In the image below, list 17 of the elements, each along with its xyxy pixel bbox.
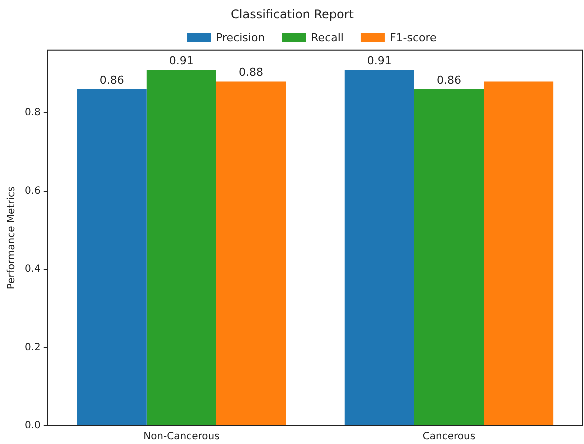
chart-title: Classification Report: [231, 7, 354, 22]
data-label: 0.91: [367, 54, 392, 68]
x-tick-label: Cancerous: [422, 432, 476, 443]
y-tick-label: 0.4: [24, 264, 41, 276]
data-label: 0.88: [238, 66, 264, 80]
y-tick-label: 0.6: [24, 186, 41, 197]
y-tick-label: 0.2: [24, 342, 41, 354]
y-axis-title: Performance Metrics: [6, 186, 18, 290]
data-label: 0.86: [100, 74, 124, 87]
legend-label: F1-score: [390, 31, 438, 44]
legend-label: Recall: [311, 31, 344, 44]
y-tick-label: 0.8: [24, 108, 41, 119]
x-tick-label: Non-Cancerous: [144, 432, 220, 443]
y-tick-label: 0.0: [24, 420, 41, 432]
data-label: 0.91: [169, 54, 194, 68]
data-label: 0.86: [436, 74, 462, 87]
legend-label: Precision: [216, 31, 266, 44]
